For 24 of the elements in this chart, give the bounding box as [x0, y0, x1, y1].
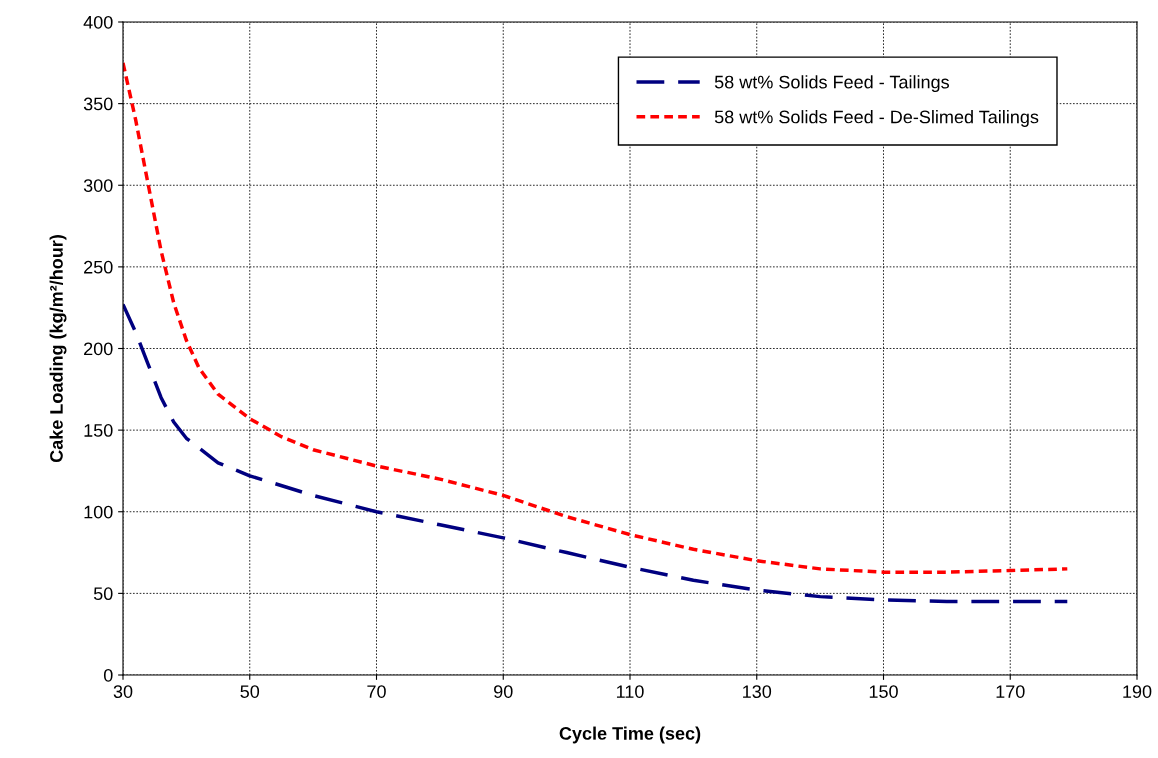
y-tick-label: 200	[84, 342, 113, 356]
x-tick-label: 190	[1123, 685, 1152, 698]
y-tick-label: 150	[84, 424, 113, 437]
y-tick-label: 0	[103, 668, 113, 682]
line-series	[123, 302, 1070, 604]
x-tick-label: 150	[869, 685, 898, 698]
x-tick-label: 90	[494, 685, 513, 698]
x-tick-label: 130	[743, 685, 772, 698]
x-tick-label: 70	[367, 685, 386, 698]
y-tick-label: 50	[93, 587, 113, 601]
y-axis-title: Cake Loading (kg/m²/hour)	[49, 235, 67, 463]
y-tick-label: 250	[84, 260, 113, 274]
y-tick-label: 400	[83, 15, 113, 29]
y-tick-label: 100	[84, 505, 113, 519]
legend-label: 58 wt% Solids Feed - Tailings	[714, 75, 949, 93]
x-axis-title: Cycle Time (sec)	[559, 726, 701, 744]
y-tick-label: 300	[83, 179, 113, 192]
y-tick-label: 350	[83, 97, 113, 111]
x-tick-label: 170	[996, 685, 1025, 698]
line-series	[123, 61, 1070, 574]
x-tick-label: 110	[616, 685, 644, 698]
x-tick-label: 50	[240, 685, 260, 698]
legend-label: 58 wt% Solids Feed - De-Slimed Tailings	[714, 110, 1039, 127]
x-tick-label: 30	[113, 685, 133, 698]
